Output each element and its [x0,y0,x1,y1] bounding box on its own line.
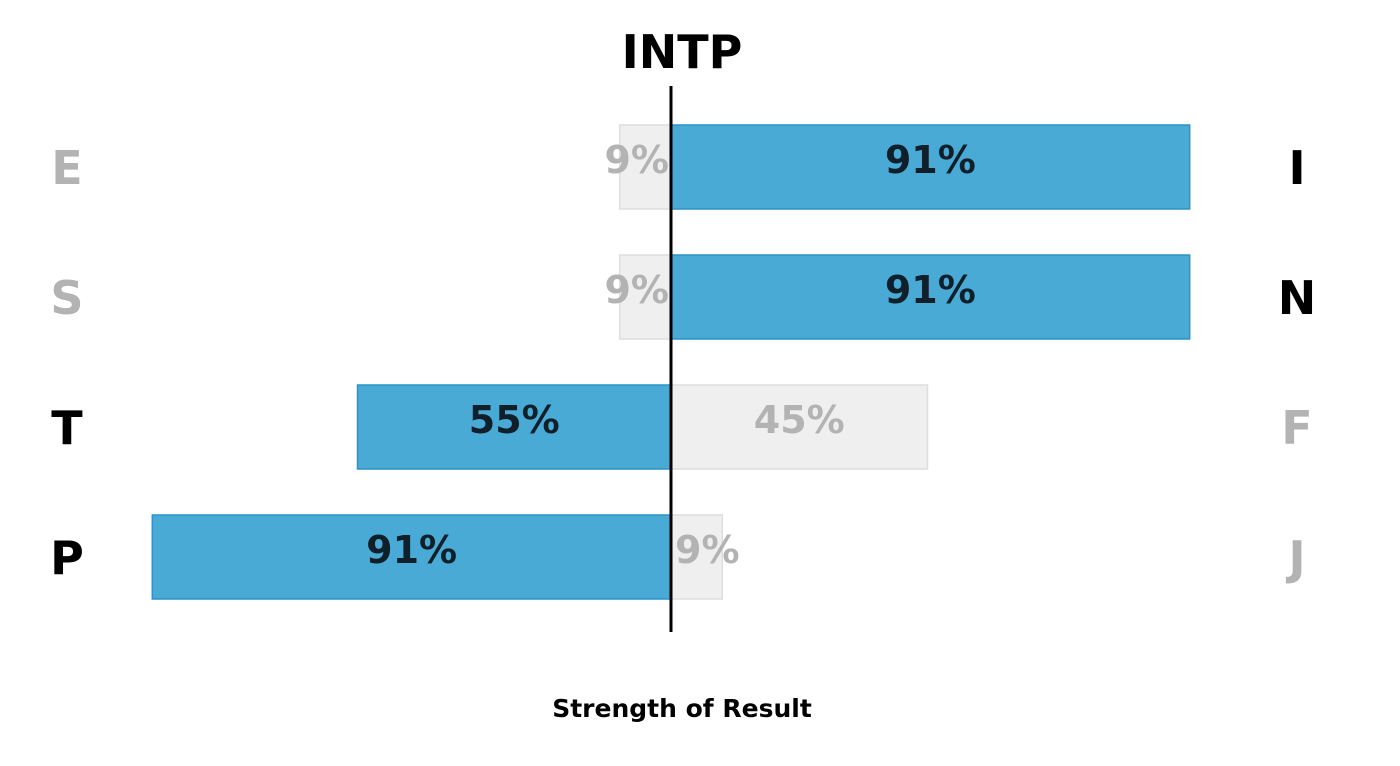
bar-row: 55% 45% T F [51,384,1313,470]
bar-rows: 9% 91% E I 9% 91% S N 55% 45% T F 91% 9% P J [50,124,1317,600]
bar-row: 9% 91% E I [51,124,1306,210]
bar-value-label: 55% [469,398,560,442]
dominant-bar [356,384,672,470]
trait-letter-left: S [50,271,83,325]
bar-value-label: 9% [604,268,669,312]
bar-value-label: 91% [366,528,457,572]
trait-letter-right: N [1278,271,1317,325]
bar-row: 9% 91% S N [50,254,1317,340]
bar-row: 91% 9% P J [50,514,1306,600]
trait-letter-left: T [51,401,83,455]
dominant-bar [670,254,1191,340]
x-axis-label: Strength of Result [552,694,812,723]
trait-letter-right: I [1288,141,1305,195]
bar-value-label: 91% [885,138,976,182]
bar-value-label: 9% [604,138,669,182]
chart-title: INTP [622,25,743,79]
dominant-bar [670,124,1191,210]
minor-bar [670,384,929,470]
minor-bar [618,254,672,340]
trait-letter-right: J [1285,531,1305,585]
bar-value-label: 45% [754,398,845,442]
minor-bar [618,124,672,210]
bar-value-label: 91% [885,268,976,312]
dominant-bar [151,514,672,600]
trait-letter-left: E [51,141,82,195]
trait-letter-left: P [50,531,84,585]
trait-letter-right: F [1281,401,1312,455]
bar-value-label: 9% [675,528,740,572]
